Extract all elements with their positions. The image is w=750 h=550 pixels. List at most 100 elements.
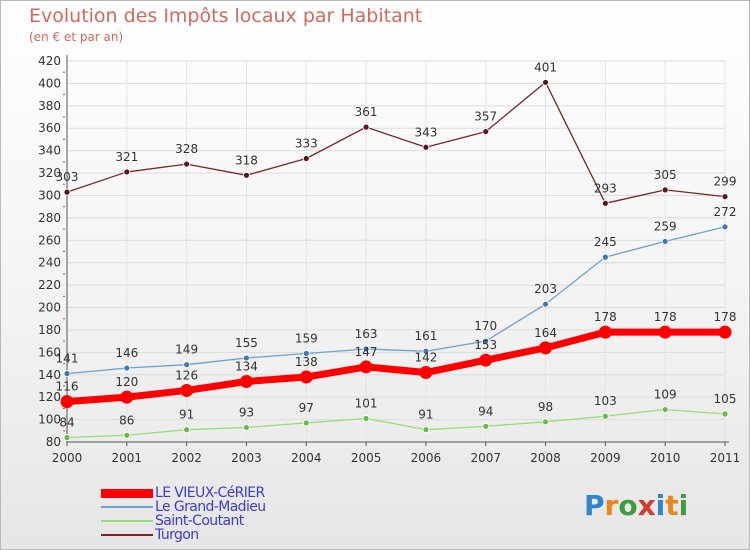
data-point [542, 78, 549, 86]
data-label: 401 [534, 60, 557, 74]
logo-letter: o [618, 489, 638, 522]
data-label: 318 [235, 153, 258, 167]
series-line [66, 81, 726, 204]
data-label: 93 [239, 405, 254, 419]
data-label: 245 [594, 235, 617, 249]
y-tick-label: 400 [38, 76, 61, 90]
y-tick-labels: 80 100 120 140 160 180 200 220 240 260 280 300 320 34… [38, 54, 61, 449]
data-label: 170 [474, 319, 497, 333]
data-label: 259 [654, 219, 677, 233]
data-label: 343 [414, 125, 437, 139]
y-tick-label: 420 [38, 54, 61, 68]
data-point [422, 143, 430, 151]
data-label: 94 [478, 404, 493, 418]
y-tick-label: 200 [38, 301, 61, 315]
data-point [661, 238, 669, 245]
y-tick-label: 160 [38, 345, 61, 359]
data-label: 178 [714, 310, 737, 324]
data-label: 321 [115, 150, 138, 164]
data-point [539, 341, 553, 355]
data-point [183, 361, 191, 369]
data-point [302, 155, 310, 162]
data-label: 84 [59, 416, 74, 430]
series-line [63, 328, 729, 406]
data-point [359, 360, 373, 374]
series-points [60, 78, 732, 441]
data-point [598, 325, 612, 339]
y-tick-label: 260 [38, 233, 61, 247]
x-tick-label: 2008 [530, 451, 561, 465]
data-point [661, 186, 669, 194]
data-label: 141 [56, 352, 79, 366]
x-tick-label: 2004 [291, 451, 322, 465]
data-point [362, 345, 370, 353]
data-point [302, 350, 310, 357]
data-label: 91 [179, 408, 194, 422]
y-tick-label: 280 [38, 211, 61, 225]
data-label: 328 [175, 142, 198, 156]
x-tick-label: 2009 [590, 451, 621, 465]
data-label: 109 [654, 388, 677, 402]
data-label: 134 [235, 359, 258, 373]
legend-label: Saint-Coutant [155, 513, 244, 529]
legend-swatch [101, 534, 153, 536]
y-tick-label: 120 [38, 390, 61, 404]
data-label: 178 [654, 310, 677, 324]
grid-lines [66, 60, 726, 443]
data-point [422, 426, 430, 434]
data-point [601, 412, 609, 420]
data-point [123, 431, 131, 439]
x-tick-label: 2011 [710, 451, 741, 465]
data-point [362, 415, 370, 422]
data-label: 101 [355, 396, 378, 410]
data-label: 116 [56, 380, 79, 394]
data-point [718, 325, 732, 339]
data-labels: 116 120 126 134 138 147 142 153 164 178 178 178 141 1… [56, 60, 737, 429]
data-label: 120 [115, 375, 138, 389]
x-tick-labels: 2000 2001 2002 2003 2004 2005 2006 2007 2008 2009… [52, 451, 741, 465]
x-tick-label: 2001 [112, 451, 143, 465]
data-label: 357 [474, 110, 497, 124]
data-label: 159 [295, 331, 318, 345]
y-tick-label: 320 [38, 166, 61, 180]
proxiti-logo: Proxiti [584, 489, 688, 522]
data-label: 126 [175, 368, 198, 382]
data-point [302, 419, 310, 427]
logo-letter: t [665, 489, 679, 522]
y-tick-label: 220 [38, 278, 61, 292]
data-label: 155 [235, 336, 258, 350]
data-point [243, 354, 250, 362]
x-tick-label: 2010 [650, 451, 681, 465]
data-point [299, 370, 313, 384]
chart-title: Evolution des Impôts locaux par Habitant [29, 5, 423, 27]
data-label: 303 [56, 170, 79, 184]
series-line [66, 408, 726, 439]
data-point [362, 123, 370, 131]
data-point [120, 390, 134, 404]
data-label: 147 [355, 345, 378, 359]
series-lines [63, 81, 729, 439]
y-tick-label: 140 [38, 368, 61, 382]
data-label: 153 [474, 338, 497, 352]
data-point [123, 168, 131, 176]
data-label: 305 [654, 168, 677, 182]
legend-swatch [101, 488, 153, 498]
data-point [601, 199, 609, 207]
y-tick-label: 100 [38, 413, 61, 427]
legend-swatch [101, 520, 153, 522]
y-tick-label: 240 [38, 256, 61, 270]
data-point [658, 325, 672, 339]
series-line [66, 226, 726, 375]
data-point [63, 434, 71, 441]
data-point [721, 410, 729, 418]
data-point [482, 128, 490, 135]
data-label: 161 [414, 329, 437, 343]
data-label: 203 [534, 282, 557, 296]
data-label: 149 [175, 343, 198, 357]
x-tick-label: 2002 [171, 451, 202, 465]
y-tick-label: 300 [38, 188, 61, 202]
data-label: 91 [418, 408, 433, 422]
data-point [721, 193, 729, 200]
